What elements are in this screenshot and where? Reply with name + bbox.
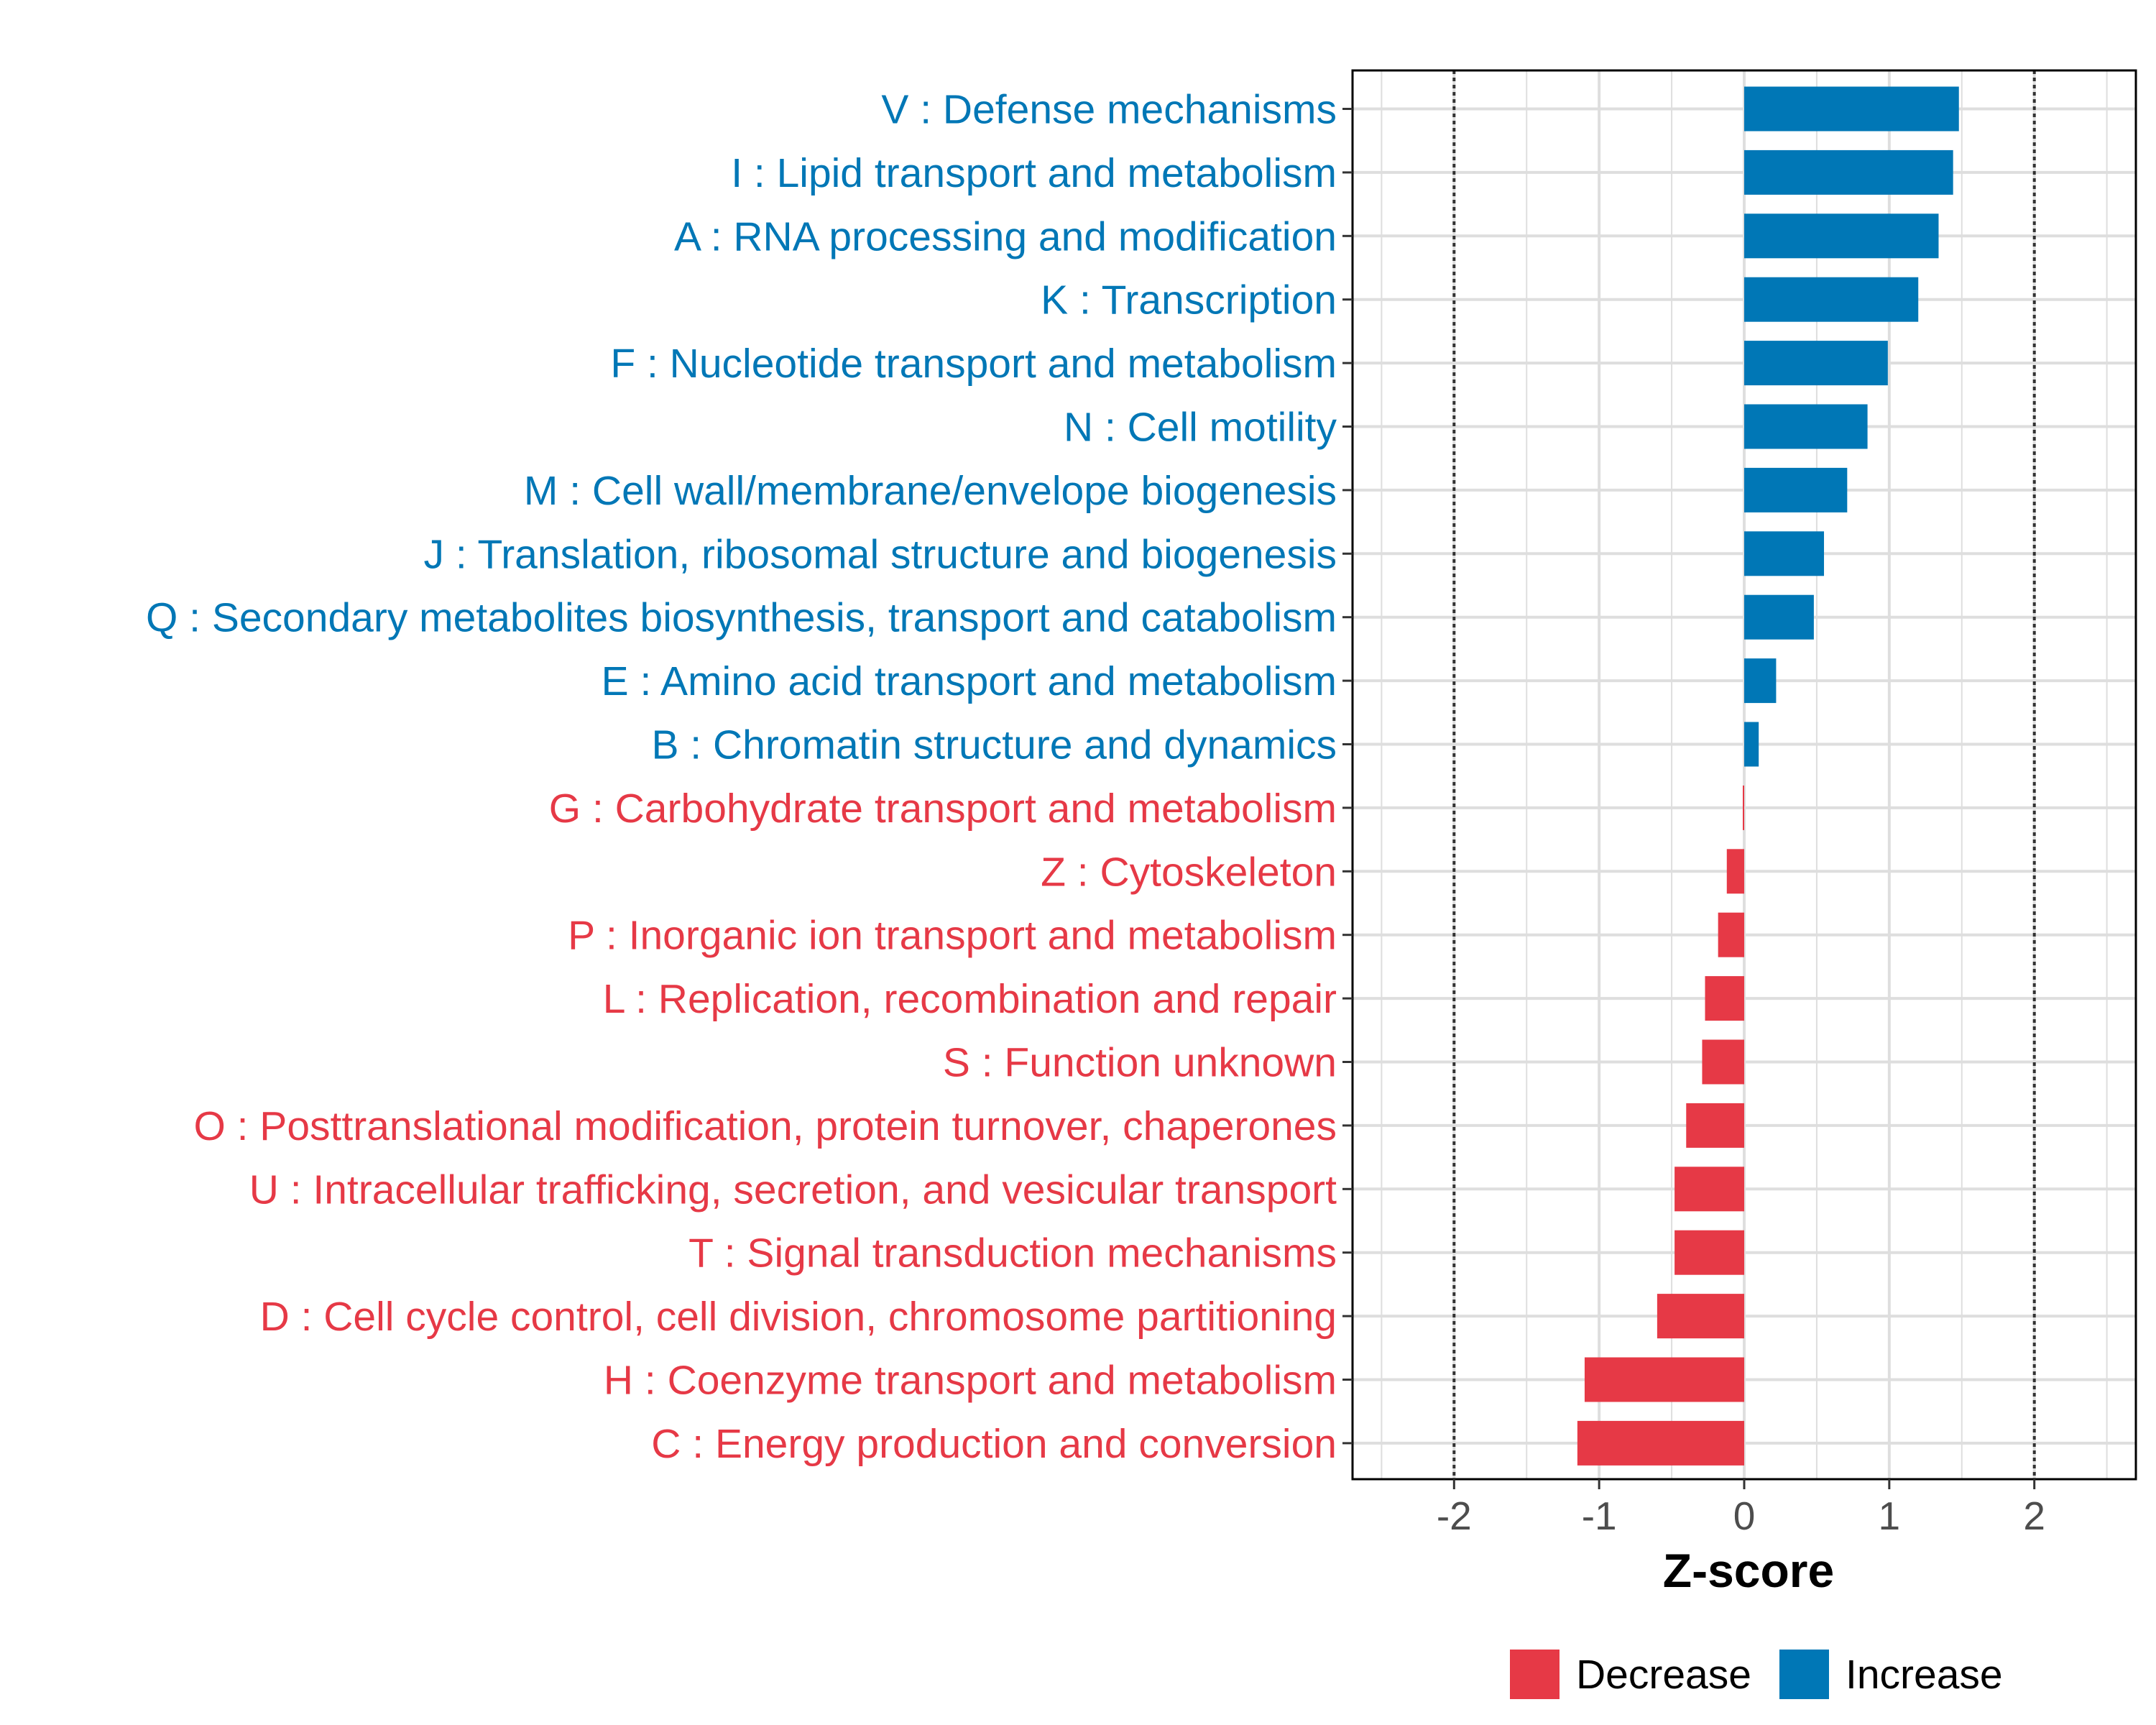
x-tick-label: 2: [2023, 1494, 2045, 1538]
category-label: M : Cell wall/membrane/envelope biogenes…: [524, 468, 1337, 514]
bar-k: [1744, 277, 1919, 322]
category-label: N : Cell motility: [1064, 405, 1337, 451]
x-tick-label: -1: [1582, 1494, 1617, 1538]
category-label: S : Function unknown: [943, 1040, 1337, 1086]
bar-s: [1702, 1039, 1744, 1085]
legend-swatch-increase: [1779, 1650, 1829, 1699]
category-label: D : Cell cycle control, cell division, c…: [260, 1294, 1337, 1340]
bar-p: [1718, 912, 1744, 957]
legend-label-increase: Increase: [1846, 1652, 2003, 1698]
bar-i: [1744, 150, 1953, 195]
category-label: U : Intracellular trafficking, secretion…: [249, 1167, 1337, 1213]
x-tick-label: -2: [1437, 1494, 1472, 1538]
bar-l: [1705, 976, 1744, 1021]
x-tick-label: 1: [1879, 1494, 1901, 1538]
bar-t: [1674, 1230, 1744, 1275]
category-label: C : Energy production and conversion: [651, 1421, 1337, 1467]
legend-swatch-decrease: [1510, 1650, 1560, 1699]
bar-d: [1657, 1294, 1744, 1339]
bar-h: [1584, 1357, 1744, 1402]
bar-u: [1674, 1167, 1744, 1212]
bar-layer: [1577, 86, 1959, 1466]
bar-j: [1744, 531, 1825, 576]
category-label: K : Transcription: [1041, 277, 1337, 323]
y-axis-ticks: [1342, 108, 1353, 1445]
category-label: T : Signal transduction mechanisms: [688, 1230, 1337, 1276]
reference-lines: [1452, 70, 2036, 1479]
bar-c: [1577, 1420, 1744, 1466]
category-label: F : Nucleotide transport and metabolism: [610, 341, 1337, 387]
category-label: H : Coenzyme transport and metabolism: [604, 1358, 1337, 1404]
category-label: A : RNA processing and modification: [674, 213, 1337, 259]
bar-b: [1744, 722, 1759, 767]
legend: Decrease Increase: [1510, 1650, 2003, 1699]
bar-v: [1744, 86, 1959, 132]
category-label: J : Translation, ribosomal structure and…: [424, 531, 1337, 577]
category-label: Z : Cytoskeleton: [1041, 849, 1337, 895]
category-label: E : Amino acid transport and metabolism: [602, 658, 1337, 704]
category-label: Q : Secondary metabolites biosynthesis, …: [146, 595, 1337, 641]
category-label: V : Defense mechanisms: [881, 87, 1337, 133]
bar-g: [1742, 785, 1744, 830]
bar-e: [1744, 658, 1777, 704]
x-tick-label: 0: [1733, 1494, 1756, 1538]
x-axis-title: Z-score: [1663, 1544, 1834, 1597]
category-label: L : Replication, recombination and repai…: [603, 976, 1337, 1022]
category-label: O : Posttranslational modification, prot…: [193, 1103, 1337, 1149]
bar-n: [1744, 404, 1868, 449]
bar-q: [1744, 594, 1814, 640]
bar-f: [1744, 341, 1888, 386]
y-axis-category-labels: V : Defense mechanisms I : Lipid transpor…: [146, 87, 1337, 1467]
category-label: P : Inorganic ion transport and metaboli…: [568, 913, 1337, 959]
bar-o: [1686, 1103, 1744, 1148]
bar-z: [1726, 849, 1744, 894]
bar-m: [1744, 467, 1848, 512]
category-label: G : Carbohydrate transport and metabolis…: [549, 786, 1337, 832]
category-label: I : Lipid transport and metabolism: [731, 150, 1337, 196]
x-axis-ticks: -2 -1 0 1 2: [1437, 1479, 2045, 1538]
bar-a: [1744, 213, 1939, 259]
legend-label-decrease: Decrease: [1576, 1652, 1751, 1698]
category-label: B : Chromatin structure and dynamics: [651, 722, 1337, 768]
